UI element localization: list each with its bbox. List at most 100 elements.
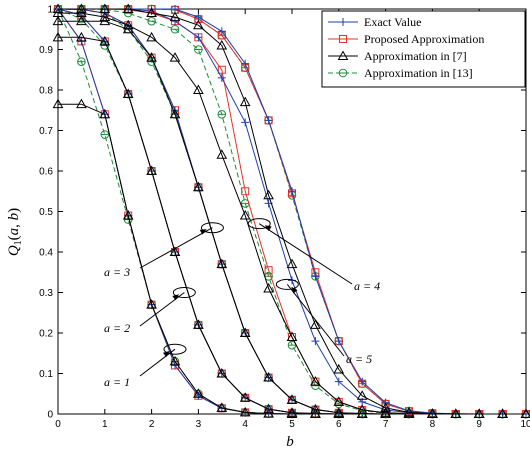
- legend-label: Proposed Approximation: [364, 32, 484, 46]
- y-tick-label: 1: [47, 5, 53, 16]
- triangle-marker: [216, 39, 228, 50]
- y-tick-label: 0.9: [39, 45, 53, 56]
- legend-entry: Exact Value: [328, 15, 421, 29]
- plus-marker: [217, 27, 226, 36]
- x-tick-label: 9: [476, 419, 482, 430]
- triangle-marker: [169, 355, 181, 366]
- triangle-marker: [239, 392, 251, 402]
- circle-marker: [338, 68, 348, 78]
- annotation-a-2: a = 2: [104, 287, 196, 335]
- triangle-marker: [193, 388, 204, 398]
- plus-marker: [217, 73, 226, 82]
- legend-entry: Proposed Approximation: [328, 32, 484, 46]
- y-tick-label: 0.8: [39, 86, 53, 97]
- plus-marker: [241, 59, 250, 68]
- x-tick-label: 8: [430, 419, 436, 430]
- annotation-ellipse: [200, 222, 224, 234]
- series-line-approx7: [58, 36, 526, 415]
- annotation-layer: a = 1 a = 2 a = 3 a = 4 a = 5: [104, 218, 380, 389]
- triangle-marker: [239, 210, 251, 220]
- triangle-marker: [122, 88, 134, 99]
- triangle-marker: [310, 404, 321, 414]
- triangle-marker: [76, 98, 87, 109]
- annotation-label: a = 2: [104, 321, 130, 335]
- square-marker: [339, 35, 347, 43]
- plus-marker: [334, 337, 343, 346]
- triangle-marker: [169, 246, 181, 256]
- legend-label: Approximation in [7]: [364, 49, 467, 63]
- triangle-marker: [263, 189, 274, 200]
- circle-marker: [147, 16, 156, 26]
- legend-entry: Approximation in [13]: [328, 66, 473, 80]
- annotation-arrowhead: [162, 351, 170, 358]
- triangle-marker: [239, 406, 251, 417]
- triangle-marker: [76, 31, 87, 42]
- triangle-marker: [356, 390, 368, 400]
- triangle-marker: [216, 367, 228, 378]
- triangle-marker: [333, 363, 345, 374]
- triangle-marker: [169, 52, 181, 62]
- annotation-arrowhead: [264, 225, 272, 232]
- plus-marker: [77, 37, 86, 46]
- triangle-marker: [497, 408, 508, 418]
- triangle-marker: [52, 15, 64, 26]
- y-tick-label: 0.6: [39, 167, 53, 178]
- triangle-marker: [310, 376, 321, 386]
- annotation-label: a = 4: [354, 279, 380, 293]
- y-tick-label: 0: [47, 410, 53, 421]
- legend-box: [321, 10, 526, 88]
- triangle-marker: [239, 96, 251, 107]
- plus-marker: [194, 33, 203, 42]
- x-axis-label: b: [286, 434, 294, 450]
- triangle-marker: [310, 319, 321, 329]
- annotation-a-4: a = 4: [247, 218, 380, 293]
- triangle-marker: [333, 408, 345, 418]
- x-tick-label: 0: [55, 419, 61, 430]
- triangle-marker: [450, 408, 462, 418]
- triangle-marker: [146, 7, 157, 18]
- triangle-marker: [356, 404, 368, 414]
- annotation-arrow: [286, 284, 345, 357]
- x-tick-label: 4: [242, 419, 248, 430]
- circle-marker: [217, 110, 227, 119]
- x-tick-label: 3: [196, 419, 202, 430]
- triangle-marker: [216, 258, 228, 269]
- x-tick-label: 2: [149, 419, 155, 430]
- legend-label: Exact Value: [364, 15, 421, 29]
- triangle-marker: [286, 331, 298, 342]
- x-tick-label: 10: [520, 419, 530, 430]
- square-marker: [217, 65, 226, 74]
- y-axis-label-subscript: 1: [13, 240, 24, 245]
- triangle-marker: [193, 319, 204, 329]
- legend-entry: Approximation in [7]: [328, 49, 467, 63]
- circle-marker: [170, 24, 180, 34]
- triangle-marker: [76, 3, 87, 13]
- triangle-marker: [99, 11, 111, 22]
- triangle-marker: [169, 108, 181, 119]
- triangle-marker: [146, 31, 157, 42]
- y-tick-label: 0.2: [39, 329, 53, 340]
- annotation-arrowhead: [291, 286, 298, 294]
- x-tick-label: 6: [336, 419, 342, 430]
- triangle-marker: [380, 407, 391, 417]
- triangle-marker: [146, 299, 157, 309]
- square-marker: [241, 187, 250, 196]
- triangle-marker: [239, 327, 251, 337]
- x-tick-label: 1: [102, 419, 108, 430]
- triangle-marker: [403, 406, 415, 417]
- x-tick-label: 7: [383, 419, 389, 430]
- triangle-marker: [99, 3, 111, 13]
- annotation-a-5: a = 5: [275, 278, 372, 366]
- annotation-arrow: [258, 223, 353, 285]
- triangle-marker: [380, 402, 391, 412]
- triangle-marker: [122, 19, 134, 30]
- annotation-a-1: a = 1: [104, 343, 187, 389]
- triangle-marker: [52, 31, 64, 42]
- triangle-marker: [333, 396, 345, 406]
- annotation-arrowhead: [199, 229, 207, 235]
- annotation-ellipse: [163, 343, 187, 355]
- circle-marker: [311, 381, 320, 390]
- circle-marker: [100, 130, 110, 139]
- plus-marker: [264, 116, 273, 125]
- annotation-label: a = 3: [104, 265, 130, 279]
